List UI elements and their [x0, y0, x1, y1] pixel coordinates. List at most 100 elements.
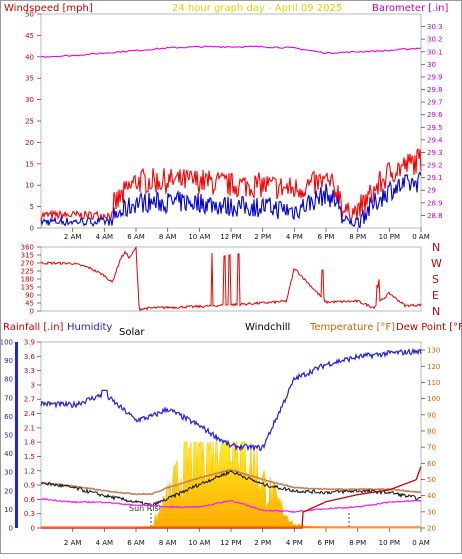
- direction-tick-label: 0: [30, 308, 34, 316]
- humidity-tick-label: 30: [4, 469, 13, 477]
- direction-tick-label: 315: [21, 252, 34, 260]
- temperature-tick-label: 110: [427, 379, 440, 387]
- x-tick-label: 2 AM: [64, 539, 82, 547]
- chart-title: 24 hour graph day - April 09 2025: [172, 3, 342, 14]
- humidity-scale-bar: [15, 342, 18, 528]
- rain-tick-label: 0.3: [24, 510, 35, 518]
- direction-tick-label: 180: [21, 276, 34, 284]
- rain-tick-label: 1.8: [24, 439, 35, 447]
- windspeed-tick-label: 0: [30, 225, 34, 233]
- windchill-label: Windchill: [245, 322, 290, 333]
- dewpoint-line: [40, 497, 422, 514]
- temperature-tick-label: 30: [427, 508, 436, 516]
- barometer-axis-title: Barometer [.in]: [372, 3, 448, 14]
- x-tick-label: 6 AM: [127, 233, 145, 241]
- windspeed-tick-label: 40: [25, 53, 34, 61]
- rain-tick-label: 3.6: [24, 353, 36, 361]
- rain-tick-label: 1.5: [24, 453, 35, 461]
- x-tick-label: 10 AM: [188, 539, 210, 547]
- barometer-tick-label: 30.2: [427, 36, 443, 44]
- wind-average-line: [40, 171, 422, 229]
- rain-tick-label: 2.1: [24, 424, 35, 432]
- humidity-tick-label: 20: [4, 487, 13, 495]
- compass-label-w: W: [431, 257, 442, 270]
- barometer-tick-label: 30: [427, 61, 436, 69]
- barometer-tick-label: 29.2: [427, 162, 443, 170]
- barometer-tick-label: 29.6: [427, 111, 443, 119]
- x-tick-label: 12 PM: [220, 539, 241, 547]
- x-tick-label: 0 AM: [412, 539, 430, 547]
- windspeed-tick-label: 5: [30, 203, 34, 211]
- x-tick-label: 8 PM: [349, 233, 366, 241]
- barometer-line: [40, 45, 422, 58]
- windspeed-tick-label: 30: [25, 96, 34, 104]
- x-tick-label: 8 AM: [159, 539, 177, 547]
- compass-label-n-top: N: [432, 241, 440, 254]
- barometer-tick-label: 29.8: [427, 86, 443, 94]
- barometer-tick-label: 29.1: [427, 174, 443, 182]
- rainfall-axis-title: Rainfall [.in]: [3, 322, 64, 333]
- temperature-tick-label: 60: [427, 460, 436, 468]
- windspeed-tick-label: 25: [25, 118, 34, 126]
- barometer-tick-label: 29.7: [427, 99, 443, 107]
- rain-tick-label: 2.4: [24, 410, 36, 418]
- temperature-line: [40, 469, 422, 496]
- temperature-tick-label: 40: [427, 492, 436, 500]
- barometer-tick-label: 29.5: [427, 124, 443, 132]
- x-tick-label: 4 AM: [96, 233, 114, 241]
- temperature-humidity-chart: 0 0.3 0.6 0.9 1.2 1.5 1.8 2.1 2.4 2.7 3 3.3 3.6 3.9 0 1…: [0, 339, 440, 548]
- barometer-tick-label: 28.9: [427, 199, 443, 207]
- temperature-tick-label: 20: [427, 525, 436, 533]
- x-tick-label: 10 PM: [379, 233, 400, 241]
- barometer-tick-label: 29.4: [427, 136, 443, 144]
- dewpoint-axis-title: Dew Point [°F]: [396, 322, 462, 333]
- rain-rate-bar: [41, 526, 421, 528]
- humidity-tick-label: 90: [4, 357, 13, 365]
- humidity-tick-label: 80: [4, 376, 13, 384]
- temperature-tick-label: 80: [427, 427, 436, 435]
- rain-tick-label: 0.6: [24, 496, 36, 504]
- x-tick-label: 6 PM: [318, 233, 335, 241]
- x-tick-label: 8 AM: [159, 233, 177, 241]
- x-tick-label: 4 PM: [286, 539, 303, 547]
- windspeed-tick-label: 20: [25, 139, 34, 147]
- temperature-tick-label: 130: [427, 347, 440, 355]
- compass-label-n-bottom: N: [432, 305, 440, 318]
- wind-gust-line: [40, 147, 422, 221]
- wind-direction-line: [40, 246, 422, 312]
- x-tick-label: 8 PM: [349, 539, 366, 547]
- x-tick-label: 6 AM: [127, 539, 145, 547]
- humidity-line: [40, 347, 422, 452]
- windspeed-tick-label: 45: [25, 32, 34, 40]
- humidity-tick-label: 50: [4, 432, 13, 440]
- humidity-tick-label: 10: [4, 506, 13, 514]
- temperature-axis-title: Temperature [°F]: [309, 322, 395, 333]
- windspeed-tick-label: 15: [25, 160, 34, 168]
- solar-area: [41, 441, 421, 529]
- windspeed-tick-label: 50: [25, 11, 34, 19]
- direction-tick-label: 225: [21, 268, 34, 276]
- rain-tick-label: 0: [31, 525, 35, 533]
- temperature-tick-label: 100: [427, 395, 440, 403]
- solar-label: Solar: [119, 327, 145, 338]
- x-tick-label: 4 AM: [96, 539, 114, 547]
- humidity-tick-label: 100: [1, 339, 13, 347]
- rain-tick-label: 3.3: [24, 367, 35, 375]
- wind-barometer-chart: 0 5 10 15 20 25 30 35 40 45 50 28.8 28.9 29 29.1 29.2 29…: [25, 11, 443, 242]
- x-tick-label: 0 AM: [412, 233, 430, 241]
- x-tick-label: 6 PM: [318, 539, 335, 547]
- x-tick-label: 2 AM: [64, 233, 82, 241]
- x-tick-label: 4 PM: [286, 233, 303, 241]
- humidity-axis-title: Humidity: [67, 322, 112, 333]
- direction-tick-label: 135: [21, 284, 34, 292]
- humidity-tick-label: 60: [4, 413, 13, 421]
- rain-tick-label: 0.9: [24, 482, 35, 490]
- barometer-tick-label: 28.8: [427, 212, 443, 220]
- windspeed-tick-label: 10: [25, 182, 34, 190]
- direction-tick-label: 270: [21, 260, 34, 268]
- barometer-tick-label: 29: [427, 187, 436, 195]
- barometer-tick-label: 30.1: [427, 48, 443, 56]
- direction-tick-label: 90: [25, 292, 34, 300]
